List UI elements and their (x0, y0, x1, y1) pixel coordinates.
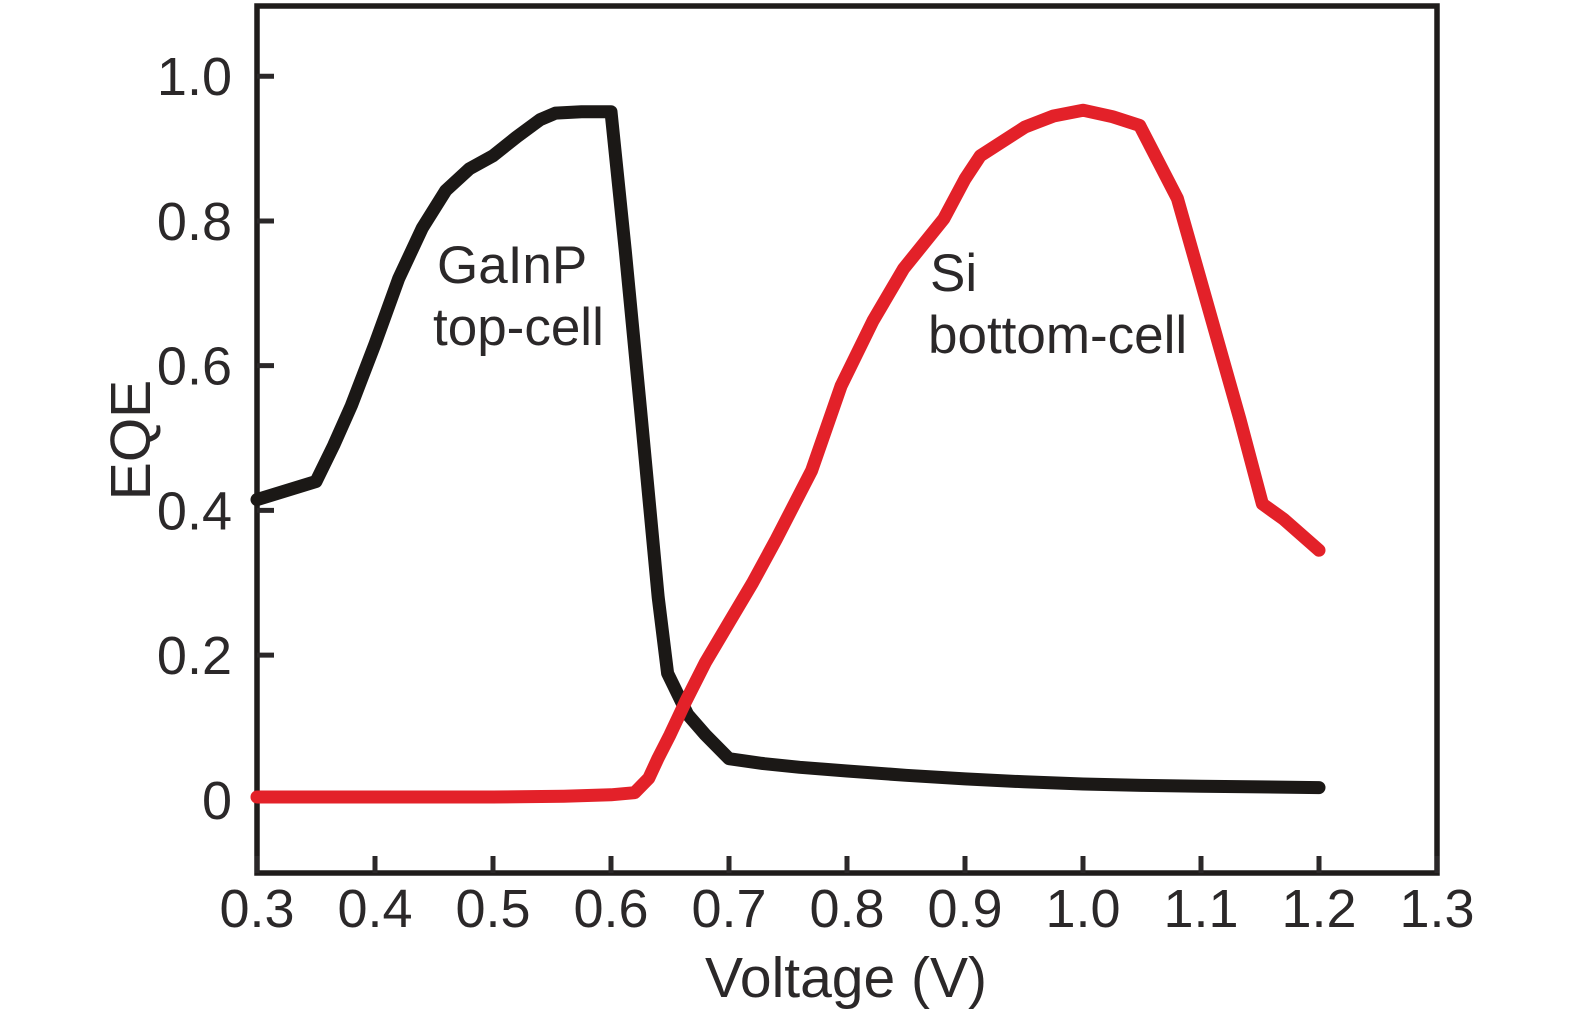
plot-border (254, 3, 1440, 876)
curve-si-bottom-cell (250, 103, 1326, 804)
y-tick-label: 0 (202, 771, 232, 831)
x-tick-label: 1.1 (1163, 879, 1238, 939)
y-axis-title: EQE (99, 380, 163, 500)
gainp-label-line1: GaInP (437, 236, 587, 295)
si-label-line2: bottom-cell (928, 306, 1187, 365)
x-tick-label: 0.7 (691, 879, 766, 939)
x-tick-label: 0.5 (455, 879, 530, 939)
x-tick-label: 1.2 (1281, 879, 1356, 939)
x-tick-label: 0.9 (927, 879, 1002, 939)
y-tick-label: 0.8 (157, 192, 232, 252)
y-tick-label: 0.6 (157, 337, 232, 397)
x-tick-label: 1.3 (1399, 879, 1474, 939)
data-series (250, 103, 1326, 804)
x-tick-label: 0.4 (337, 879, 412, 939)
curve-gainp-top-cell (250, 105, 1326, 795)
x-tick-label: 0.3 (219, 879, 294, 939)
x-tick-label: 0.6 (573, 879, 648, 939)
y-tick-label: 0.2 (157, 626, 232, 686)
axis-tick-labels: 0.3 0.4 0.5 0.6 0.7 0.8 0.9 1.0 1.1 1.2 1.3 0 0.2 0.4… (157, 47, 1475, 939)
y-tick-label: 1.0 (157, 47, 232, 107)
gainp-label-line2: top-cell (433, 298, 604, 357)
x-tick-label: 1.0 (1045, 879, 1120, 939)
si-label-line1: Si (930, 244, 977, 303)
x-tick-label: 0.8 (809, 879, 884, 939)
y-tick-label: 0.4 (157, 481, 232, 541)
x-axis-title: Voltage (V) (705, 946, 987, 1010)
